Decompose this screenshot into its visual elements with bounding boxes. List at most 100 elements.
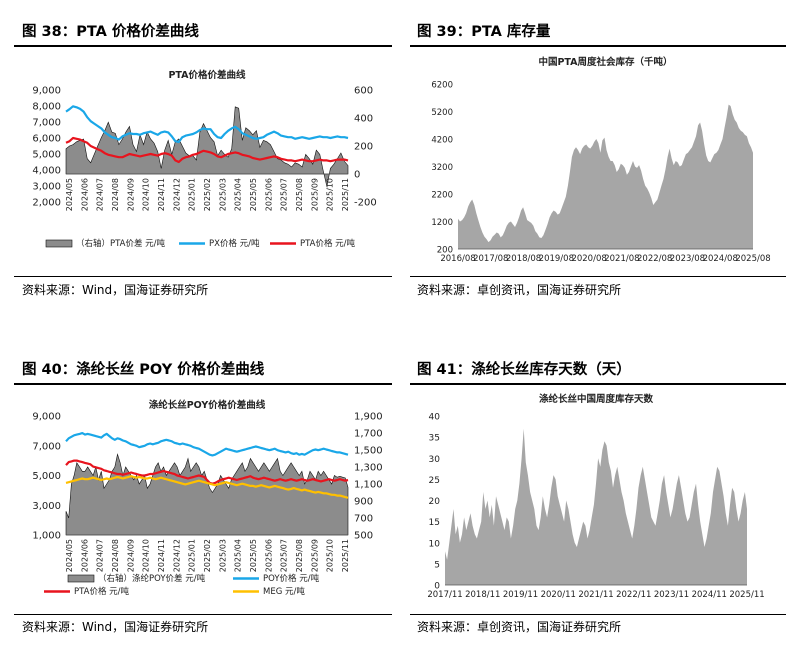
y2-tick-label: 1,300 [354, 463, 383, 474]
y-tick-label: 0 [434, 582, 440, 592]
y-tick-label: 3,000 [32, 182, 61, 193]
series-line-1 [65, 105, 349, 144]
y2-tick-label: 1,900 [354, 412, 383, 423]
x-tick-label: 2024/11 [157, 178, 166, 211]
figure-title-38: 图 38：PTA 价格价差曲线 [22, 24, 199, 40]
source-rule [14, 614, 392, 615]
series-line-2 [65, 459, 349, 485]
x-tick-label: 2025/10 [326, 539, 335, 572]
x-tick-label: 2024/12 [172, 178, 181, 211]
x-tick-label: 2025/03 [218, 178, 227, 211]
x-tick-label: 2025/01 [188, 539, 197, 572]
x-tick-label: 2017/11 [427, 590, 462, 600]
x-tick-label: 2024/05 [65, 178, 74, 211]
x-tick-label: 2024/11 [157, 539, 166, 572]
y-tick-label: 35 [429, 434, 440, 444]
y2-tick-label: -200 [354, 198, 377, 209]
legend-label: MEG 元/吨 [263, 586, 305, 597]
y-tick-label: 2200 [431, 191, 453, 201]
x-tick-label: 2024/08 [111, 539, 120, 572]
y-tick-label: 20 [429, 497, 441, 507]
x-tick-label: 2024/06 [80, 178, 89, 211]
legend-label: PTA价格 元/吨 [74, 586, 130, 597]
x-tick-label: 2023/11 [654, 590, 689, 600]
x-tick-label: 2025/02 [203, 178, 212, 211]
y-tick-label: 3,000 [32, 501, 61, 512]
x-tick-label: 2020/08 [571, 254, 606, 264]
x-tick-label: 2024/08 [111, 178, 120, 211]
y-tick-label: 4,000 [32, 166, 61, 177]
x-tick-label: 2024/06 [80, 539, 89, 572]
chart-title: PTA价格价差曲线 [168, 69, 246, 81]
x-tick-label: 2025/10 [326, 178, 335, 211]
y-tick-label: 5 [434, 560, 440, 570]
y-tick-label: 5200 [431, 108, 453, 118]
x-tick-label: 2021/08 [604, 254, 639, 264]
x-tick-label: 2024/07 [96, 178, 105, 211]
y2-tick-label: 1,100 [354, 480, 383, 491]
x-tick-label: 2025/06 [264, 539, 273, 572]
x-tick-label: 2018/11 [465, 590, 500, 600]
x-tick-label: 2025/06 [264, 178, 273, 211]
y2-tick-label: 400 [354, 114, 373, 125]
x-tick-label: 2022/08 [637, 254, 672, 264]
y-tick-label: 10 [429, 539, 441, 549]
legend-label: （右轴）涤纶POY价差 元/吨 [98, 573, 206, 584]
title-rule [14, 45, 392, 47]
x-tick-label: 2025/05 [249, 539, 258, 572]
x-tick-label: 2024/10 [142, 178, 151, 211]
source-rule [410, 614, 786, 615]
y2-tick-label: 500 [354, 531, 373, 542]
y2-tick-label: 1,500 [354, 446, 383, 457]
y-tick-label: 5,000 [32, 150, 61, 161]
x-tick-label: 2025/02 [203, 539, 212, 572]
series-area-0 [458, 104, 753, 249]
source-note-39: 资料来源：卓创资讯，国海证券研究所 [417, 283, 622, 297]
x-tick-label: 2025/03 [218, 539, 227, 572]
x-tick-label: 2021/11 [578, 590, 613, 600]
y-tick-label: 2,000 [32, 198, 61, 209]
x-tick-label: 2025/01 [188, 178, 197, 211]
x-tick-label: 2017/08 [473, 254, 508, 264]
legend-swatch [45, 239, 73, 248]
y-tick-label: 4200 [431, 136, 453, 146]
y2-tick-label: 900 [354, 497, 373, 508]
chart-title: 涤纶长丝POY价格价差曲线 [149, 399, 266, 411]
x-tick-label: 2025/11 [341, 539, 350, 572]
source-note-40: 资料来源：Wind，国海证券研究所 [22, 620, 209, 634]
x-tick-label: 2024/10 [142, 539, 151, 572]
y-tick-label: 25 [429, 476, 440, 486]
y2-tick-label: 200 [354, 142, 373, 153]
x-tick-label: 2023/08 [670, 254, 705, 264]
y-tick-label: 15 [429, 518, 440, 528]
y-tick-label: 8,000 [32, 102, 61, 113]
title-rule [410, 45, 786, 47]
x-tick-label: 2019/11 [503, 590, 538, 600]
x-tick-label: 2025/07 [280, 539, 289, 572]
x-tick-label: 2024/08 [703, 254, 738, 264]
y-tick-label: 9,000 [32, 86, 61, 97]
y2-tick-label: 600 [354, 86, 373, 97]
figure-title-39: 图 39：PTA 库存量 [417, 24, 551, 40]
title-rule [14, 383, 392, 385]
y2-tick-label: 700 [354, 514, 373, 525]
x-tick-label: 2022/11 [616, 590, 651, 600]
x-tick-label: 2024/05 [65, 539, 74, 572]
source-note-41: 资料来源：卓创资讯，国海证券研究所 [417, 620, 622, 634]
x-tick-label: 2024/12 [172, 539, 181, 572]
x-tick-label: 2016/08 [440, 254, 475, 264]
series-area-0 [445, 428, 747, 585]
series-line-3 [65, 475, 349, 499]
series-area-0 [65, 106, 349, 187]
x-tick-label: 2024/09 [126, 178, 135, 211]
x-tick-label: 2018/08 [506, 254, 541, 264]
x-tick-label: 2025/04 [234, 178, 243, 211]
chart-title: 中国PTA周度社会库存（千吨） [538, 56, 672, 68]
x-tick-label: 2025/11 [341, 178, 350, 211]
y-tick-label: 40 [429, 413, 441, 423]
legend-label: POY价格 元/吨 [263, 573, 320, 584]
legend-label: PX价格 元/吨 [209, 238, 260, 249]
x-tick-label: 2025/08 [735, 254, 770, 264]
x-tick-label: 2019/08 [539, 254, 574, 264]
